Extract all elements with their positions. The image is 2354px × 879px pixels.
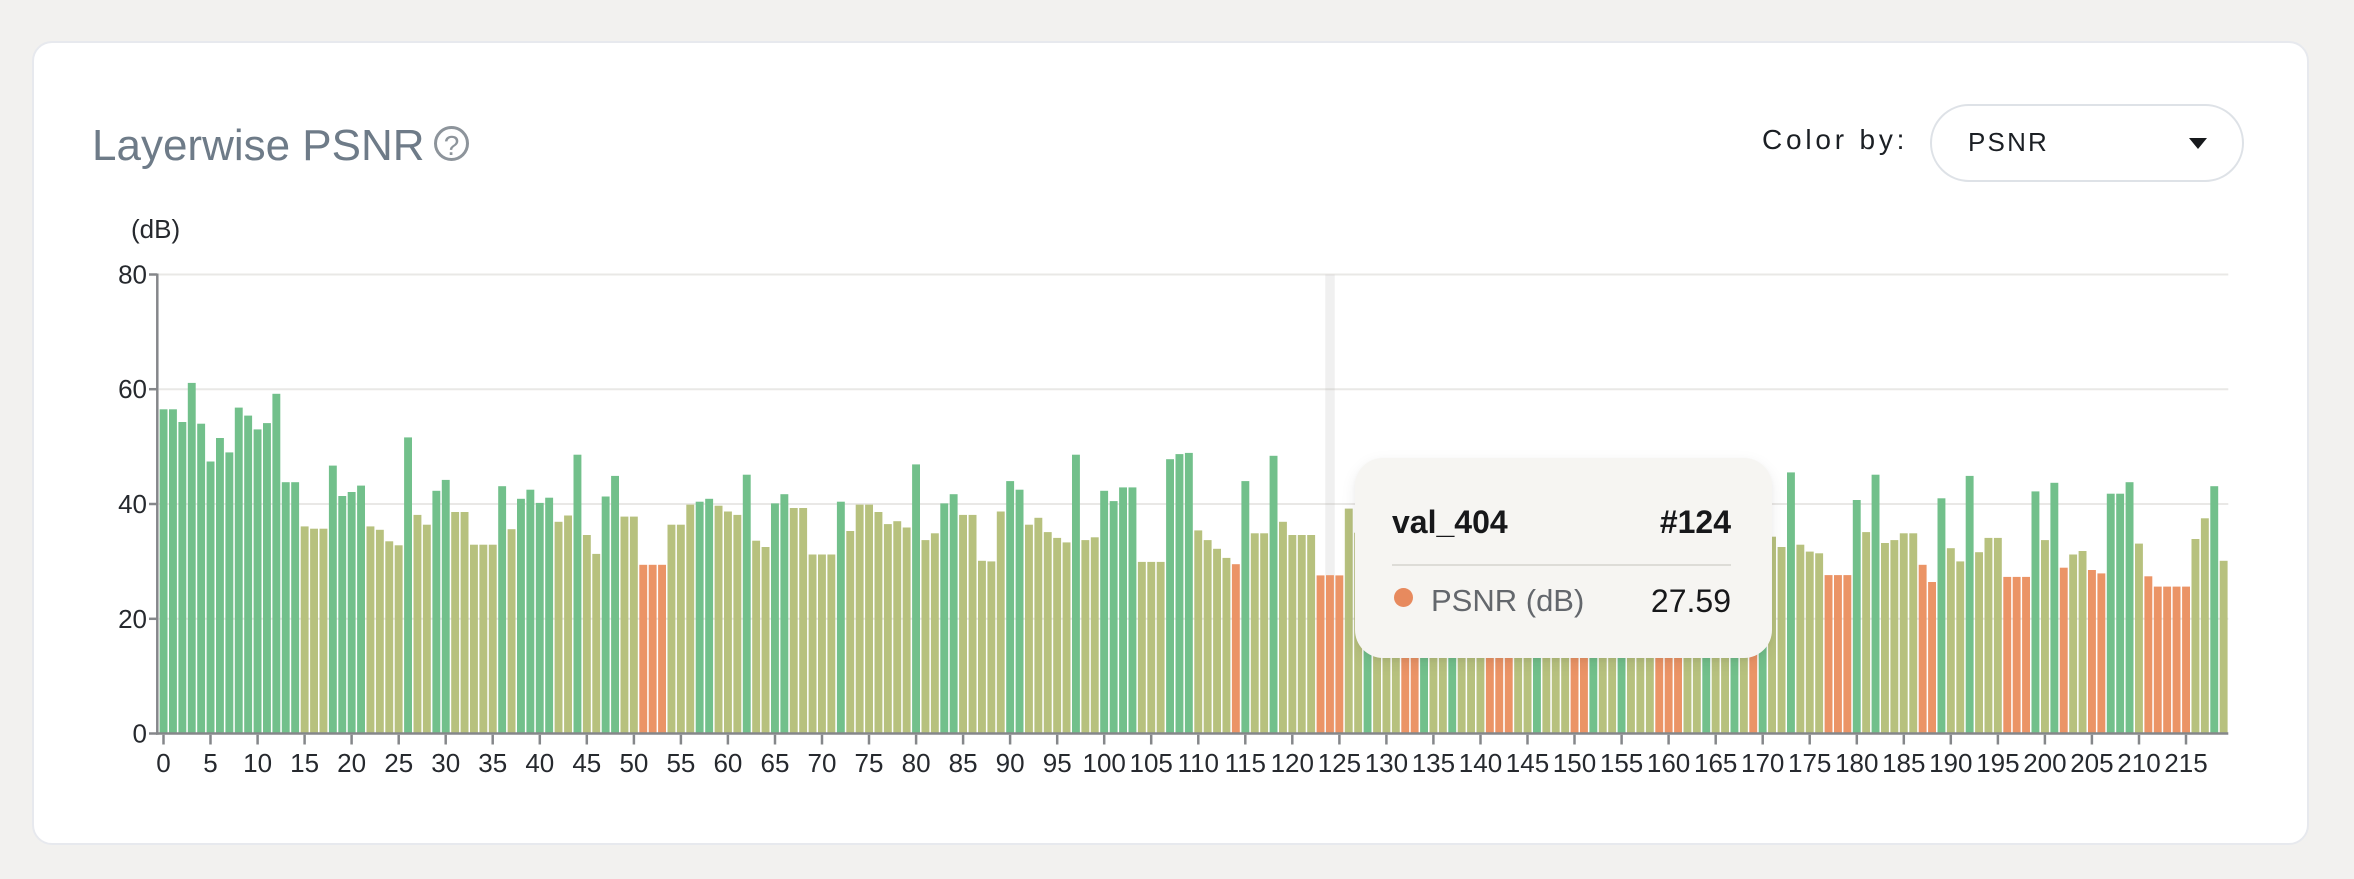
svg-text:170: 170 (1741, 748, 1784, 778)
svg-text:80: 80 (902, 748, 931, 778)
svg-text:55: 55 (666, 748, 695, 778)
svg-text:195: 195 (1976, 748, 2019, 778)
svg-text:160: 160 (1647, 748, 1690, 778)
svg-text:50: 50 (619, 748, 648, 778)
svg-text:200: 200 (2023, 748, 2066, 778)
svg-text:95: 95 (1043, 748, 1072, 778)
svg-text:120: 120 (1271, 748, 1314, 778)
svg-text:125: 125 (1318, 748, 1361, 778)
svg-text:0: 0 (156, 748, 170, 778)
svg-text:165: 165 (1694, 748, 1737, 778)
svg-text:0: 0 (133, 719, 147, 749)
svg-text:(dB): (dB) (131, 214, 180, 244)
svg-text:205: 205 (2070, 748, 2113, 778)
svg-text:25: 25 (384, 748, 413, 778)
svg-text:110: 110 (1178, 748, 1219, 778)
svg-text:155: 155 (1600, 748, 1643, 778)
svg-text:60: 60 (713, 748, 742, 778)
svg-text:80: 80 (118, 260, 147, 290)
svg-text:5: 5 (203, 748, 217, 778)
svg-text:35: 35 (478, 748, 507, 778)
svg-text:20: 20 (118, 604, 147, 634)
svg-text:115: 115 (1225, 748, 1266, 778)
svg-text:90: 90 (996, 748, 1025, 778)
svg-text:60: 60 (118, 374, 147, 404)
svg-text:150: 150 (1553, 748, 1596, 778)
svg-text:30: 30 (431, 748, 460, 778)
svg-text:135: 135 (1412, 748, 1455, 778)
svg-text:145: 145 (1506, 748, 1549, 778)
svg-text:75: 75 (855, 748, 884, 778)
svg-text:105: 105 (1130, 748, 1173, 778)
svg-text:210: 210 (2117, 748, 2160, 778)
svg-text:130: 130 (1365, 748, 1408, 778)
svg-text:40: 40 (118, 489, 147, 519)
svg-text:215: 215 (2164, 748, 2207, 778)
svg-text:100: 100 (1083, 748, 1126, 778)
svg-text:70: 70 (808, 748, 837, 778)
svg-text:20: 20 (337, 748, 366, 778)
svg-text:10: 10 (243, 748, 272, 778)
svg-text:190: 190 (1929, 748, 1972, 778)
svg-text:185: 185 (1882, 748, 1925, 778)
svg-text:45: 45 (572, 748, 601, 778)
svg-text:15: 15 (290, 748, 319, 778)
svg-text:180: 180 (1835, 748, 1878, 778)
svg-text:40: 40 (525, 748, 554, 778)
svg-text:85: 85 (949, 748, 978, 778)
svg-text:175: 175 (1788, 748, 1831, 778)
svg-text:65: 65 (761, 748, 790, 778)
svg-text:140: 140 (1459, 748, 1502, 778)
